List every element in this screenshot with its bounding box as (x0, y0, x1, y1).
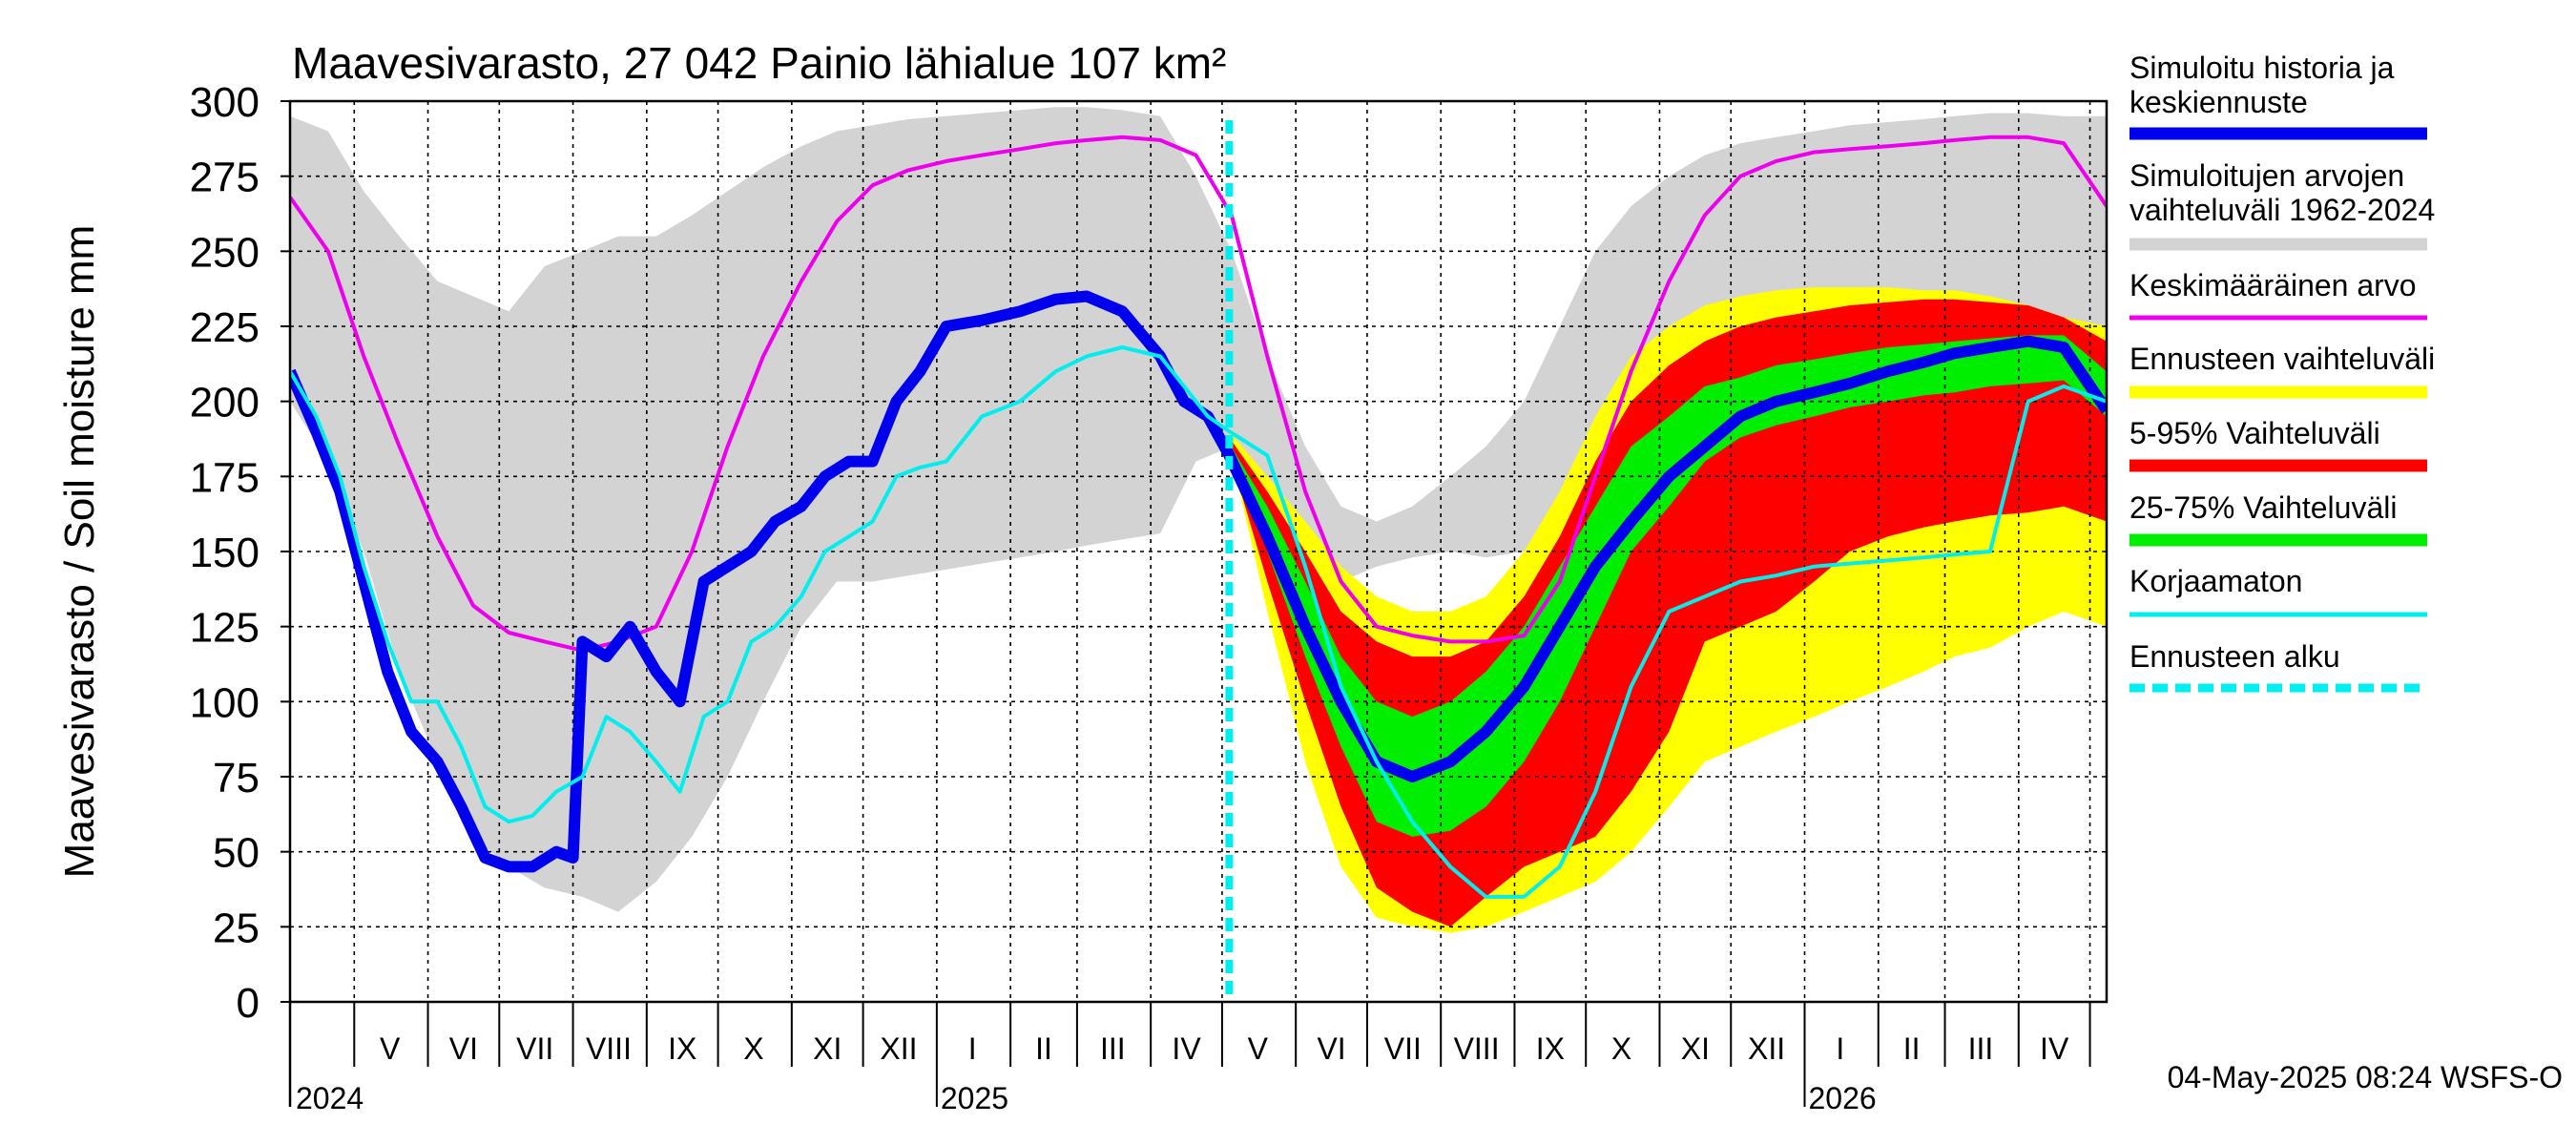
month-label-1: VI (449, 1031, 478, 1066)
y-tick-label-8: 200 (190, 380, 260, 427)
lines-layer (290, 120, 2107, 1002)
month-label-18: XI (1681, 1031, 1710, 1066)
y-tick-label-3: 75 (213, 755, 260, 802)
legend-item-4: 5-95% Vaihteluväli (2129, 416, 2427, 472)
month-label-7: XII (880, 1031, 917, 1066)
legend-label-6-0: Korjaamaton (2129, 564, 2302, 598)
y-tick-label-0: 0 (237, 980, 260, 1027)
month-label-3: VIII (586, 1031, 632, 1066)
month-label-4: IX (668, 1031, 696, 1066)
month-label-13: VI (1317, 1031, 1345, 1066)
year-label-2: 2026 (1808, 1081, 1876, 1115)
month-label-22: III (1968, 1031, 1994, 1066)
y-tick-label-7: 175 (190, 454, 260, 501)
band-3 (1229, 335, 2107, 837)
legend-label-5-0: 25-75% Vaihteluväli (2129, 490, 2397, 525)
legend-label-1-0: Simuloitujen arvojen (2129, 158, 2404, 193)
series-line-1 (290, 290, 2107, 873)
chart-title: Maavesivarasto, 27 042 Painio lähialue 1… (292, 38, 1226, 88)
month-label-20: I (1836, 1031, 1844, 1066)
legend-label-1-1: vaihteluväli 1962-2024 (2129, 193, 2435, 227)
series-line-2 (290, 345, 2107, 899)
y-tick-label-9: 225 (190, 304, 260, 351)
month-label-6: XI (813, 1031, 841, 1066)
legend: Simuloitu historia jakeskiennusteSimuloi… (2129, 51, 2435, 693)
y-tick-label-4: 100 (190, 679, 260, 726)
y-tick-label-2: 50 (213, 830, 260, 877)
month-label-5: X (743, 1031, 763, 1066)
y-tick-label-10: 250 (190, 229, 260, 276)
legend-item-3: Ennusteen vaihteluväli (2129, 342, 2435, 399)
bands-layer (290, 107, 2107, 933)
month-label-0: V (380, 1031, 401, 1066)
y-tick-label-12: 300 (190, 79, 260, 126)
y-tick-label-11: 275 (190, 155, 260, 201)
legend-item-6: Korjaamaton (2129, 564, 2427, 617)
month-label-2: VII (516, 1031, 553, 1066)
month-label-11: IV (1172, 1031, 1201, 1066)
month-label-16: IX (1536, 1031, 1565, 1066)
month-label-9: II (1035, 1031, 1052, 1066)
month-label-10: III (1100, 1031, 1126, 1066)
legend-item-7: Ennusteen alku (2129, 639, 2427, 693)
y-tick-label-1: 25 (213, 905, 260, 951)
grid-layer (290, 101, 2107, 1002)
legend-label-0-1: keskiennuste (2129, 85, 2308, 119)
month-label-19: XII (1748, 1031, 1785, 1066)
year-label-1: 2025 (941, 1081, 1008, 1115)
y-tick-label-5: 125 (190, 605, 260, 652)
month-label-17: X (1611, 1031, 1631, 1066)
legend-label-3-0: Ennusteen vaihteluväli (2129, 342, 2435, 376)
y-axis-label: Maavesivarasto / Soil moisture mm (56, 225, 103, 879)
legend-label-4-0: 5-95% Vaihteluväli (2129, 416, 2380, 450)
timestamp-footer: 04-May-2025 08:24 WSFS-O (2168, 1060, 2563, 1094)
month-label-8: I (968, 1031, 977, 1066)
legend-item-5: 25-75% Vaihteluväli (2129, 490, 2427, 547)
month-label-14: VII (1384, 1031, 1422, 1066)
legend-item-2: Keskimääräinen arvo (2129, 268, 2427, 321)
legend-label-2-0: Keskimääräinen arvo (2129, 268, 2417, 302)
y-tick-label-6: 150 (190, 530, 260, 576)
legend-label-7-0: Ennusteen alku (2129, 639, 2340, 674)
month-label-12: V (1248, 1031, 1269, 1066)
month-label-15: VIII (1454, 1031, 1500, 1066)
year-label-0: 2024 (296, 1081, 364, 1115)
month-label-23: IV (2040, 1031, 2069, 1066)
month-label-21: II (1903, 1031, 1921, 1066)
legend-label-0-0: Simuloitu historia ja (2129, 51, 2395, 85)
band-0 (290, 107, 2107, 912)
